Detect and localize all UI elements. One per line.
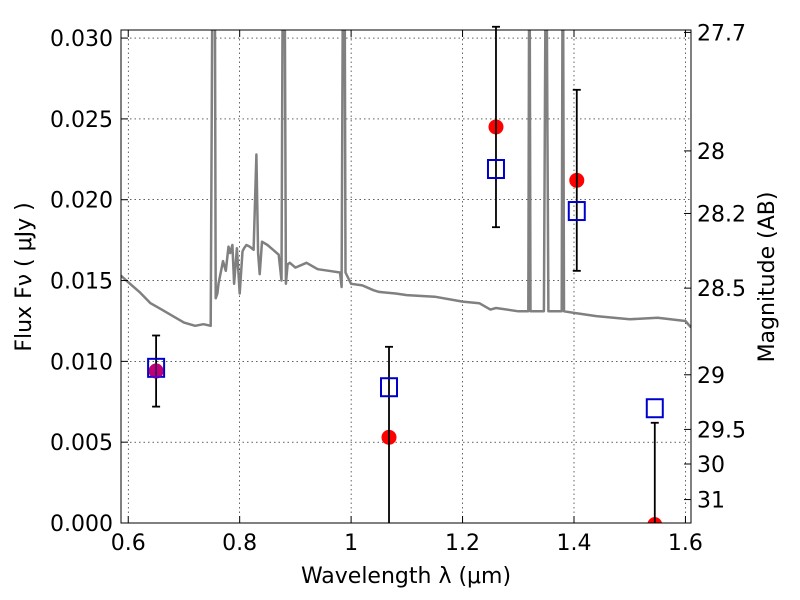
overlap-point [148,363,164,379]
mag-tick-label: 28.5 [697,277,746,302]
x-tick-label: 1.6 [668,531,703,556]
model-photometry-point [380,377,399,398]
y-axis-label: Flux Fν ( μJy ) [12,202,37,351]
mag-tick-label: 29 [697,364,725,389]
mag-tick-label: 30 [697,453,725,478]
plot-background [121,30,691,523]
plot-frame [120,29,692,524]
mag-tick-label: 27.7 [697,21,746,46]
y-axis-right-label: Magnitude (AB) [755,192,780,363]
y-tick-label: 0.030 [50,27,113,52]
x-tick-label: 1 [344,531,358,556]
model-photometry-point [567,201,586,222]
x-tick-label: 1.2 [445,531,480,556]
model-photometry-point [486,159,505,180]
x-axis-label: Wavelength λ (μm) [301,564,511,589]
sed-model-line [121,30,691,329]
x-tick-label: 1.4 [556,531,591,556]
mag-tick-label: 31 [697,489,725,514]
axes: 0.6 0.8 1 1.2 1.4 1.6 0.000 0.005 0.010 0.015 0.02… [50,21,746,556]
x-tick-label: 0.8 [222,531,257,556]
y-tick-label: 0.025 [50,108,113,133]
error-bars [147,25,664,523]
mag-tick-label: 29.5 [697,418,746,443]
y-tick-label: 0.000 [50,512,113,537]
y-tick-label: 0.010 [50,350,113,375]
y-tick-label: 0.015 [50,270,113,295]
y-tick-label: 0.020 [50,189,113,214]
y-tick-label: 0.005 [50,431,113,456]
mag-tick-label: 28 [697,140,725,165]
mag-tick-label: 28.2 [697,202,746,227]
x-tick-label: 0.6 [111,531,146,556]
model-photometry-point [645,398,664,419]
